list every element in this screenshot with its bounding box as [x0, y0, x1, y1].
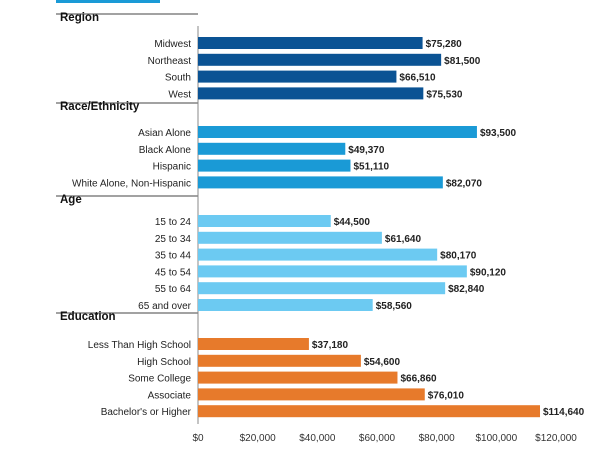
bar — [198, 159, 351, 172]
category-label: 35 to 44 — [155, 251, 192, 262]
bar — [198, 338, 309, 350]
data-label: $75,280 — [426, 39, 463, 50]
category-label: Hispanic — [153, 162, 191, 173]
category-label: 25 to 34 — [155, 234, 192, 245]
x-tick-label: $0 — [192, 433, 204, 444]
data-label: $82,070 — [446, 178, 483, 189]
data-label: $93,500 — [480, 128, 517, 139]
bar — [198, 371, 398, 384]
data-label: $58,560 — [376, 301, 413, 312]
bar — [198, 70, 397, 83]
category-label: Associate — [148, 390, 192, 401]
data-label: $81,500 — [444, 56, 481, 67]
data-label: $51,110 — [353, 162, 389, 173]
category-label: 65 and over — [138, 301, 191, 312]
bar — [198, 388, 425, 401]
bar — [198, 37, 423, 49]
category-label: High School — [137, 357, 191, 368]
bar — [198, 231, 382, 244]
data-label: $80,170 — [440, 251, 477, 262]
bar — [198, 248, 438, 261]
bar — [198, 354, 361, 367]
group-title-3: Education — [60, 311, 116, 323]
x-tick-label: $100,000 — [475, 433, 517, 444]
category-label: White Alone, Non-Hispanic — [72, 178, 191, 189]
group-title-1: Race/Ethnicity — [60, 101, 140, 113]
bar — [198, 176, 443, 189]
bar — [198, 282, 446, 295]
data-label: $76,010 — [428, 390, 465, 401]
data-label: $90,120 — [470, 267, 507, 278]
category-label: Midwest — [154, 39, 191, 50]
category-label: 45 to 54 — [155, 267, 192, 278]
bar — [198, 215, 331, 227]
bar — [198, 299, 373, 311]
category-label: Northeast — [148, 56, 192, 67]
data-label: $37,180 — [312, 340, 349, 351]
data-label: $114,640 — [543, 407, 585, 418]
group-title-0: Region — [60, 12, 99, 24]
top-accent-bar — [56, 0, 160, 3]
category-label: Some College — [128, 374, 191, 385]
bar — [198, 126, 477, 138]
bar — [198, 405, 541, 418]
category-label: Bachelor's or Higher — [101, 407, 192, 418]
x-tick-label: $80,000 — [419, 433, 456, 444]
category-label: Black Alone — [139, 145, 192, 156]
x-tick-label: $60,000 — [359, 433, 396, 444]
data-label: $82,840 — [448, 284, 485, 295]
data-label: $54,600 — [364, 357, 401, 368]
x-tick-label: $120,000 — [535, 433, 577, 444]
category-label: 15 to 24 — [155, 217, 192, 228]
category-label: 55 to 64 — [155, 284, 192, 295]
category-label: South — [165, 73, 191, 84]
bar — [198, 87, 424, 100]
x-tick-label: $20,000 — [240, 433, 277, 444]
data-label: $66,860 — [400, 374, 437, 385]
data-label: $44,500 — [334, 217, 371, 228]
bar — [198, 142, 346, 155]
bar — [198, 265, 467, 278]
bar — [198, 53, 442, 66]
data-label: $49,370 — [348, 145, 385, 156]
group-title-2: Age — [60, 194, 82, 206]
data-label: $61,640 — [385, 234, 422, 245]
category-label: Less Than High School — [88, 340, 191, 351]
data-label: $75,530 — [426, 89, 463, 100]
x-tick-label: $40,000 — [299, 433, 336, 444]
category-label: West — [168, 89, 191, 100]
category-label: Asian Alone — [138, 128, 191, 139]
data-label: $66,510 — [399, 73, 436, 84]
